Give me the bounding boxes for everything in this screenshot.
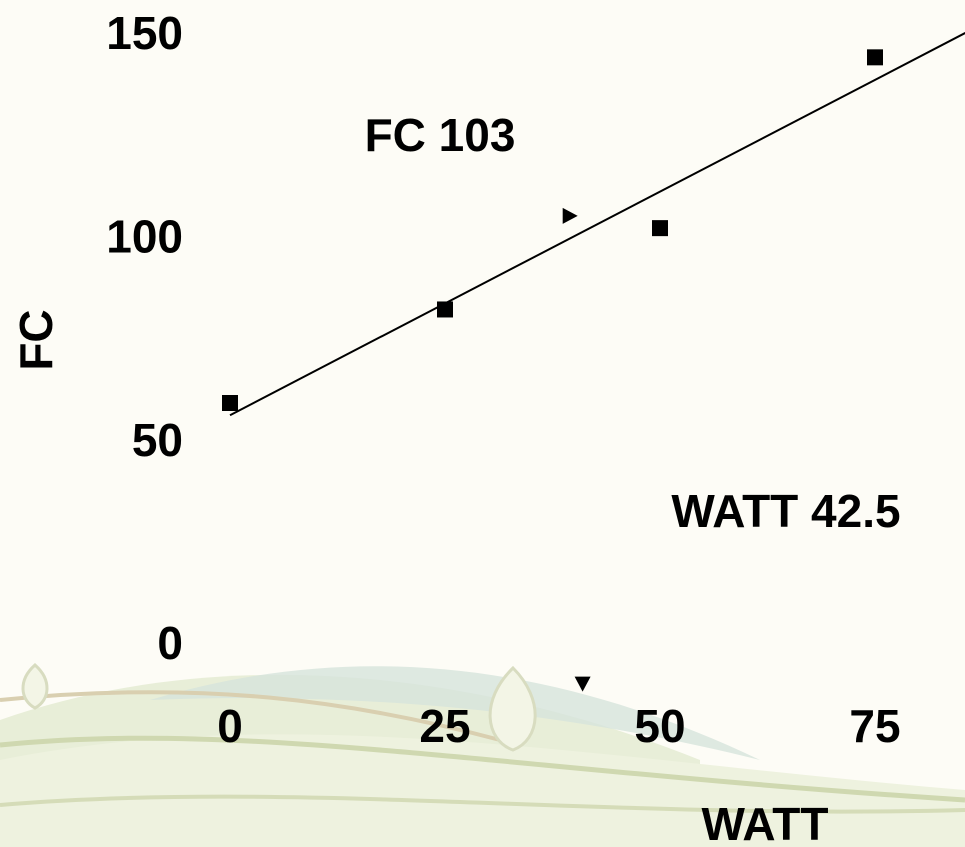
x-axis-label: WATT <box>702 798 829 847</box>
data-point <box>867 49 883 65</box>
x-tick-label: 50 <box>634 700 685 752</box>
y-tick-label: 100 <box>106 210 183 262</box>
y-tick-label: 150 <box>106 7 183 59</box>
x-tick-label: 0 <box>217 700 243 752</box>
y-axis-label: FC <box>10 309 62 370</box>
chart: FC WATT FC 103 WATT 42.5 0 50 100 150 0 25 50 7… <box>0 0 965 847</box>
annotation: FC 103 <box>365 109 516 161</box>
x-tick-label: 75 <box>849 700 900 752</box>
data-point <box>437 301 453 317</box>
data-point <box>222 395 238 411</box>
y-tick-label: 50 <box>132 414 183 466</box>
y-tick-label: 0 <box>157 617 183 669</box>
data-point <box>652 220 668 236</box>
x-tick-label: 25 <box>419 700 470 752</box>
annotation: WATT 42.5 <box>671 485 900 537</box>
